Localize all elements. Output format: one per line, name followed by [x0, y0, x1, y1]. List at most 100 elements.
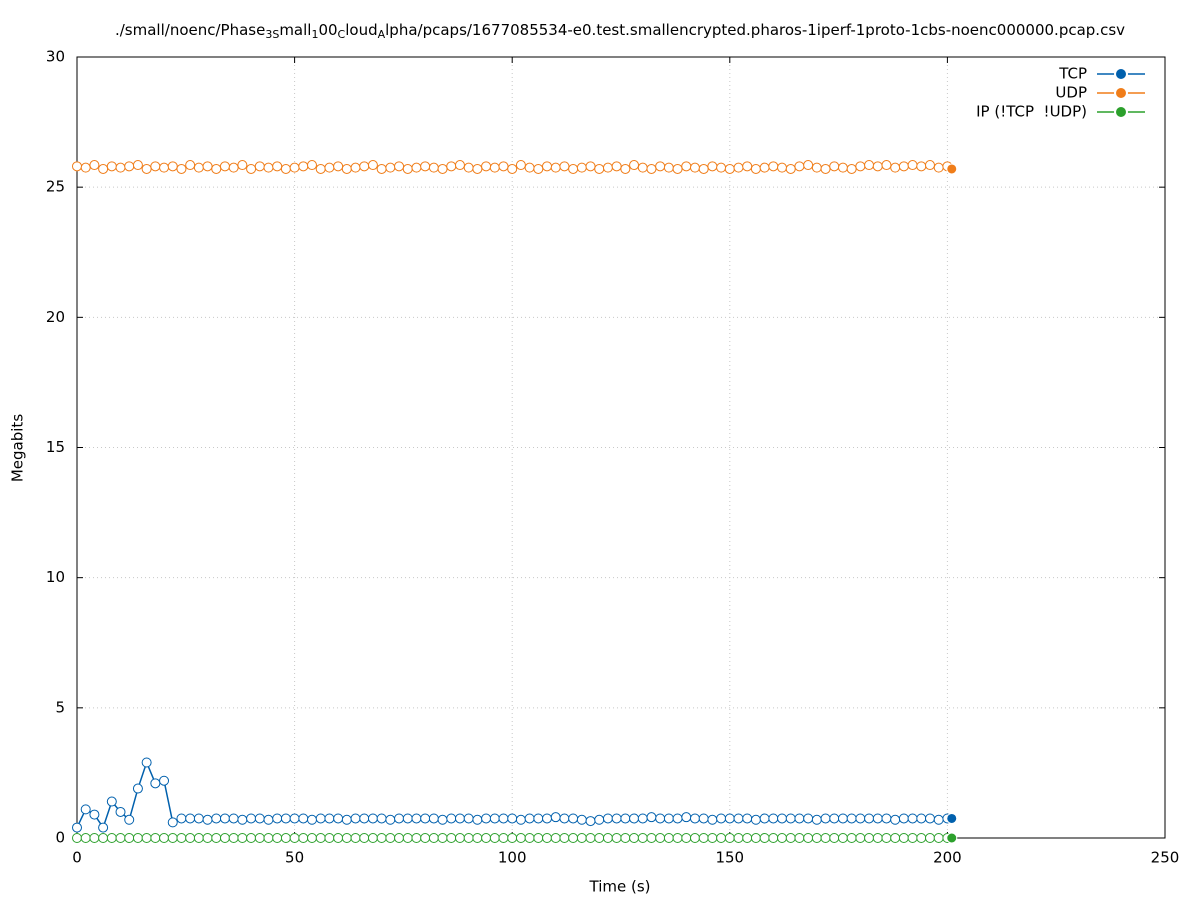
data-point: [585, 816, 596, 827]
data-point: [289, 162, 300, 173]
data-point: [602, 813, 613, 824]
data-point: [663, 162, 674, 173]
data-point: [176, 163, 187, 174]
legend-label: IP (!TCP !UDP): [976, 103, 1087, 121]
data-point: [307, 833, 318, 843]
data-point: [898, 833, 909, 843]
data-point: [672, 833, 683, 843]
data-point: [724, 833, 735, 843]
data-point: [777, 162, 788, 173]
data-point: [193, 833, 204, 843]
data-point: [202, 161, 213, 172]
data-point: [359, 161, 370, 172]
data-point: [637, 833, 648, 843]
data-point: [707, 833, 718, 843]
data-point: [672, 163, 683, 174]
data-point: [315, 833, 326, 843]
data-point: [272, 161, 283, 172]
data-point: [689, 813, 700, 824]
data-point: [829, 833, 840, 843]
data-point: [576, 162, 587, 173]
data-point: [916, 833, 927, 843]
data-point: [446, 161, 457, 172]
data-point: [498, 833, 509, 843]
x-tick-label: 200: [933, 849, 962, 867]
data-point: [611, 161, 622, 172]
data-point: [559, 813, 570, 824]
data-point: [733, 162, 744, 173]
data-point: [742, 161, 753, 172]
data-point: [376, 833, 387, 843]
title-part: mall: [279, 21, 311, 39]
data-point: [159, 833, 170, 843]
title-subscript: 1: [311, 28, 318, 41]
data-point: [367, 813, 378, 824]
data-point: [446, 833, 457, 843]
data-point: [124, 814, 135, 825]
data-point: [872, 813, 883, 824]
data-point: [803, 813, 814, 824]
data-point: [846, 813, 857, 824]
data-point: [637, 813, 648, 824]
data-point: [655, 813, 666, 824]
y-tick-label: 5: [55, 698, 65, 716]
data-point: [946, 812, 958, 824]
legend-label: TCP: [1058, 65, 1087, 83]
data-point: [946, 163, 958, 175]
data-point: [202, 833, 213, 843]
data-point: [385, 162, 396, 173]
data-point: [837, 833, 848, 843]
data-point: [228, 162, 239, 173]
data-point: [759, 162, 770, 173]
data-point: [341, 814, 352, 825]
data-point: [820, 163, 831, 174]
data-point: [524, 813, 535, 824]
data-point: [924, 833, 935, 843]
data-point: [533, 163, 544, 174]
data-point: [141, 163, 152, 174]
y-tick-label: 10: [46, 568, 65, 586]
data-point: [150, 778, 161, 789]
data-point: [446, 813, 457, 824]
data-point: [489, 813, 500, 824]
data-point: [750, 163, 761, 174]
data-point: [167, 161, 178, 172]
data-point: [777, 813, 788, 824]
data-point: [394, 813, 405, 824]
data-point: [890, 833, 901, 843]
data-point: [655, 161, 666, 172]
data-point: [637, 162, 648, 173]
data-point: [428, 813, 439, 824]
data-point: [72, 161, 82, 172]
data-point: [454, 833, 465, 843]
data-point: [219, 161, 230, 172]
data-point: [324, 833, 335, 843]
data-point: [864, 833, 875, 843]
data-point: [716, 162, 727, 173]
data-point: [307, 160, 318, 171]
data-point: [219, 813, 230, 824]
data-point: [402, 833, 413, 843]
data-point: [472, 814, 483, 825]
data-point: [202, 814, 213, 825]
data-point: [385, 833, 396, 843]
legend-marker: [1114, 86, 1128, 100]
data-point: [359, 813, 370, 824]
data-point: [454, 160, 465, 171]
data-point: [402, 813, 413, 824]
data-point: [559, 833, 570, 843]
data-point: [507, 813, 518, 824]
title-part: loud: [345, 21, 377, 39]
data-point: [193, 813, 204, 824]
data-point: [907, 160, 918, 171]
data-point: [185, 160, 196, 171]
data-point: [507, 163, 518, 174]
data-point: [315, 813, 326, 824]
data-point: [689, 833, 700, 843]
data-point: [272, 833, 283, 843]
data-point: [515, 833, 526, 843]
data-point: [550, 162, 561, 173]
data-point: [115, 833, 126, 843]
data-point: [907, 813, 918, 824]
